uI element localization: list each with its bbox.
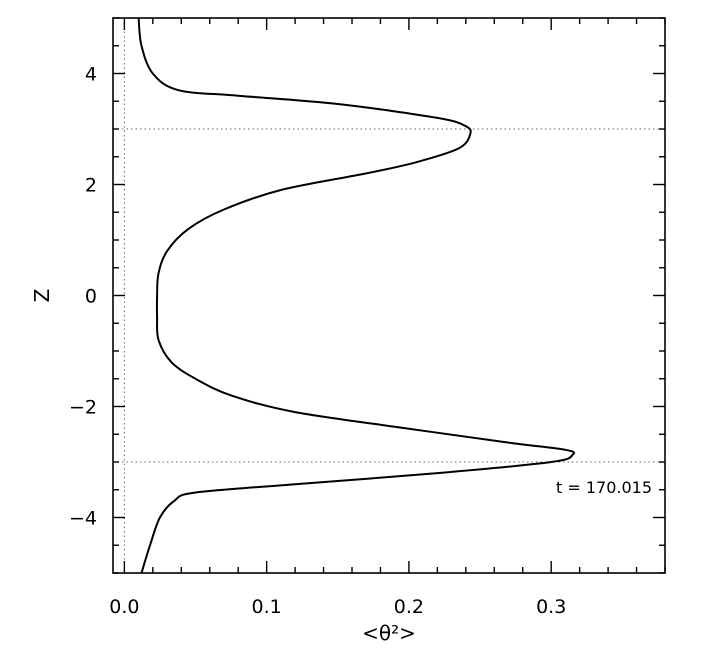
y-tick-label: 0 bbox=[85, 286, 97, 308]
y-tick-label: 4 bbox=[85, 64, 97, 86]
y-tick-label: 2 bbox=[85, 175, 97, 197]
x-axis-label: <θ²> bbox=[362, 621, 416, 645]
x-axis-ticks: 0.0 0.1 0.2 0.3 bbox=[109, 18, 666, 618]
x-tick-label: 0.1 bbox=[252, 596, 282, 618]
y-tick-label: −2 bbox=[69, 397, 97, 419]
profile-curve bbox=[137, 17, 576, 574]
y-axis-ticks: −4 −2 0 2 4 bbox=[69, 17, 665, 574]
x-tick-label: 0.0 bbox=[109, 596, 139, 618]
y-tick-label: −4 bbox=[69, 508, 97, 530]
x-tick-label: 0.2 bbox=[394, 596, 424, 618]
time-annotation: t = 170.015 bbox=[556, 478, 652, 497]
reference-lines bbox=[113, 18, 665, 573]
x-tick-label: 0.3 bbox=[536, 596, 566, 618]
y-axis-label: Z bbox=[30, 289, 54, 303]
